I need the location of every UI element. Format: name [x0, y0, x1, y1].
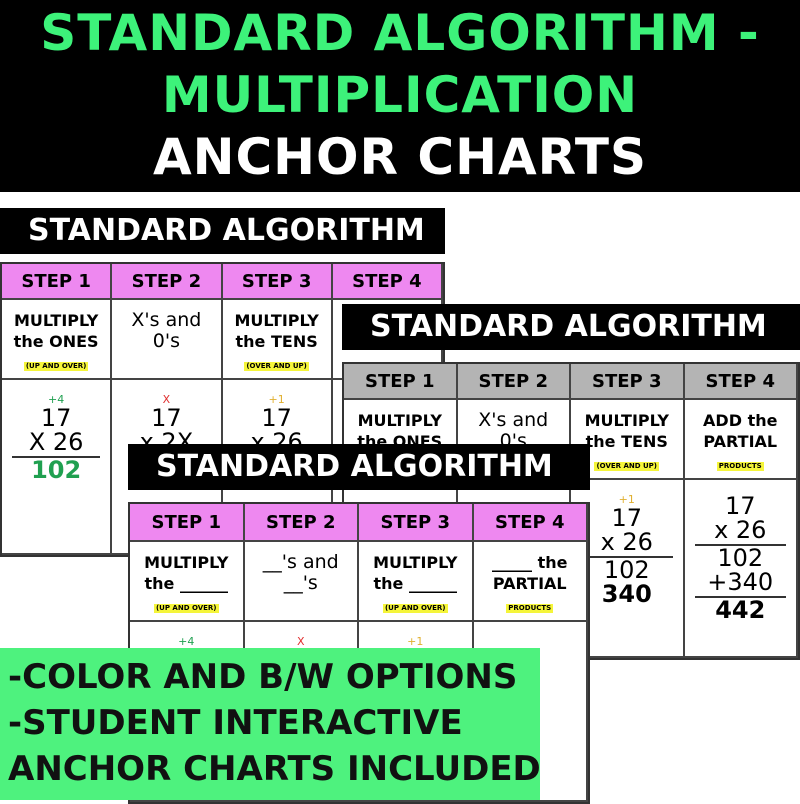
- math-example: 17 x 26 102 +340 442: [684, 480, 798, 658]
- math-line: X: [162, 393, 171, 406]
- description-line: ADD the: [703, 411, 778, 430]
- step-header: STEP 2: [112, 264, 223, 300]
- math-line: 17: [261, 404, 292, 432]
- step-header: STEP 1: [344, 364, 458, 400]
- math-line: x 26: [600, 528, 653, 556]
- math-line: 17: [151, 404, 182, 432]
- highlight-note: PRODUCTS: [716, 462, 764, 471]
- description-line: _____ the: [492, 553, 568, 572]
- math-line: X 26: [28, 428, 84, 456]
- description-line: the ______: [144, 574, 228, 593]
- promo-line: ANCHOR CHARTS INCLUDED: [8, 749, 541, 789]
- highlight-note: (OVER AND UP): [244, 362, 309, 371]
- step-description: MULTIPLY the ______ (UP AND OVER): [130, 542, 245, 622]
- description-line: PARTIAL: [703, 432, 778, 451]
- step-header: STEP 1: [130, 504, 245, 542]
- title-banner: STANDARD ALGORITHM - MULTIPLICATION ANCH…: [0, 0, 800, 192]
- step-header: STEP 2: [244, 504, 359, 542]
- math-line: +4: [178, 635, 195, 648]
- math-line: 102: [581, 556, 673, 582]
- step-header: STEP 4: [684, 364, 798, 400]
- description-line: MULTIPLY: [357, 411, 442, 430]
- step-description: __'s and __'s: [244, 542, 359, 622]
- description-line: X's and: [131, 309, 202, 331]
- step-description: MULTIPLY the TENS (OVER AND UP): [571, 400, 685, 480]
- description-line: the ______: [373, 574, 457, 593]
- math-line: 442: [694, 596, 786, 622]
- promo-line: -STUDENT INTERACTIVE: [8, 703, 463, 743]
- description-line: MULTIPLY: [584, 411, 669, 430]
- title-line-2: MULTIPLICATION: [161, 66, 639, 124]
- step-description: _____ the PARTIAL PRODUCTS: [473, 542, 588, 622]
- math-line: +4: [48, 393, 65, 406]
- description-line: MULTIPLY: [144, 553, 229, 572]
- math-line: +340: [707, 568, 774, 596]
- highlight-note: (UP AND OVER): [153, 604, 219, 613]
- step-header: STEP 3: [571, 364, 685, 400]
- step-description: ADD the PARTIAL PRODUCTS: [684, 400, 798, 480]
- step-header: STEP 4: [332, 264, 443, 300]
- highlight-note: (OVER AND UP): [594, 462, 660, 471]
- promo-box: -COLOR AND B/W OPTIONS -STUDENT INTERACT…: [0, 648, 541, 800]
- math-line: 102: [12, 456, 101, 482]
- math-example: +4 17 X 26 102: [2, 380, 113, 555]
- math-line: 102: [694, 544, 786, 570]
- math-line: +1: [618, 493, 635, 506]
- highlight-note: PRODUCTS: [506, 604, 554, 613]
- card-title: STANDARD ALGORITHM: [128, 444, 590, 490]
- step-header: STEP 2: [457, 364, 571, 400]
- step-header: STEP 3: [359, 504, 474, 542]
- anchor-chart-card: STANDARD ALGORITHM STEP 1 STEP 2 STEP 3 STEP…: [342, 304, 800, 660]
- step-description: X's and 0's: [112, 300, 223, 380]
- math-line: X: [296, 635, 305, 648]
- description-line: the ONES: [13, 332, 99, 351]
- math-line: 17: [724, 492, 756, 520]
- title-line-3: ANCHOR CHARTS: [152, 128, 648, 186]
- description-line: PARTIAL: [492, 574, 567, 593]
- promo-line: -COLOR AND B/W OPTIONS: [8, 657, 518, 697]
- description-line: MULTIPLY: [373, 553, 458, 572]
- math-example: +1 17 x 26 102 340: [571, 480, 685, 658]
- step-header: STEP 3: [222, 264, 333, 300]
- step-description: MULTIPLY the TENS (OVER AND UP): [222, 300, 333, 380]
- step-header: STEP 4: [473, 504, 588, 542]
- card-title: STANDARD ALGORITHM: [0, 208, 445, 254]
- description-line: the TENS: [235, 332, 318, 351]
- math-line: x 26: [714, 516, 767, 544]
- math-line: +1: [268, 393, 285, 406]
- description-line: MULTIPLY: [234, 311, 319, 330]
- description-line: X's and: [478, 409, 549, 431]
- math-line: 17: [611, 504, 643, 532]
- description-line: MULTIPLY: [13, 311, 99, 330]
- math-line: +1: [407, 635, 424, 648]
- card-title: STANDARD ALGORITHM: [342, 304, 800, 350]
- description-line: __'s and: [262, 551, 339, 573]
- title-line-1: STANDARD ALGORITHM -: [40, 4, 760, 62]
- math-line: 340: [601, 580, 652, 608]
- math-line: 17: [40, 404, 72, 432]
- step-description: MULTIPLY the ONES (UP AND OVER): [2, 300, 113, 380]
- description-line: the TENS: [585, 432, 668, 451]
- highlight-note: (UP AND OVER): [382, 604, 448, 613]
- description-line: 0's: [152, 330, 180, 352]
- step-description: MULTIPLY the ______ (UP AND OVER): [359, 542, 474, 622]
- highlight-note: (UP AND OVER): [23, 362, 89, 371]
- step-header: STEP 1: [2, 264, 113, 300]
- description-line: __'s: [283, 572, 318, 594]
